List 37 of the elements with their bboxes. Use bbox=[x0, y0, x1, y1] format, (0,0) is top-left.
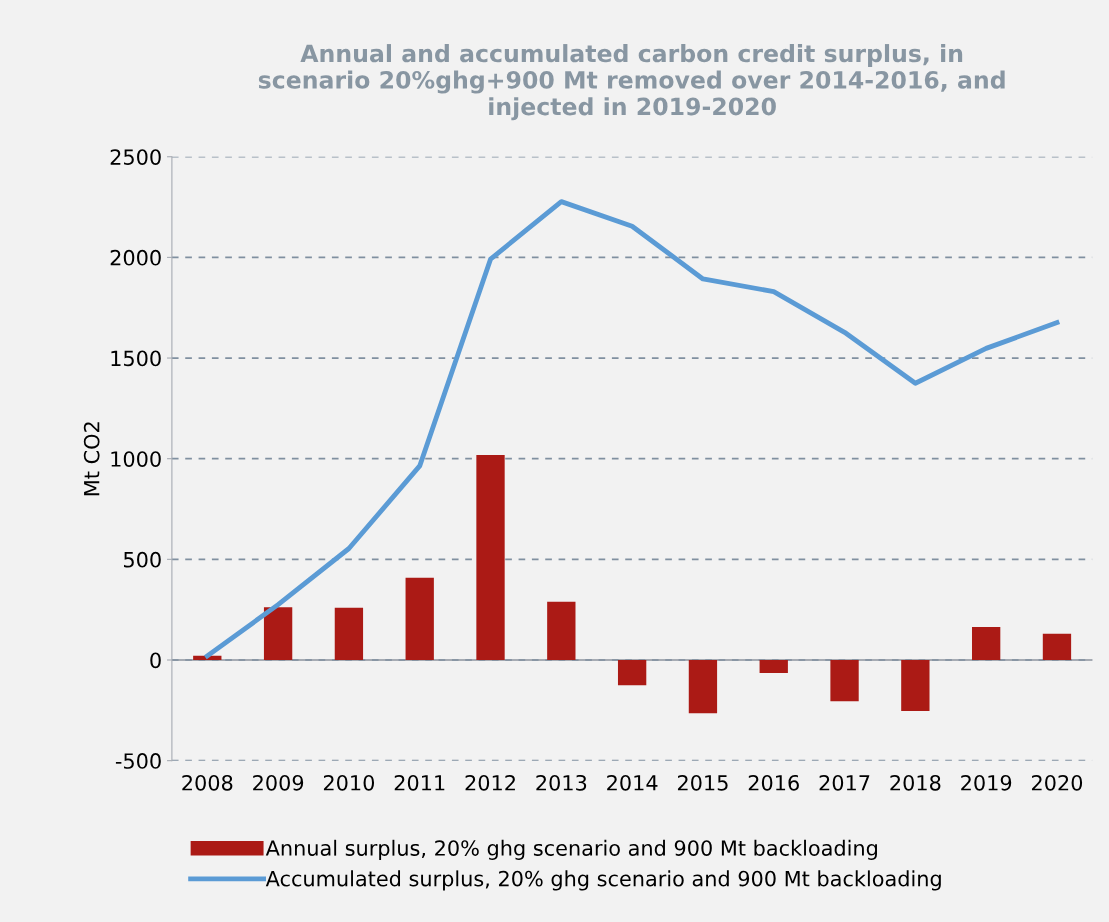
x-tick-label: 2016 bbox=[748, 774, 799, 791]
bar bbox=[263, 607, 293, 660]
bar bbox=[547, 601, 576, 660]
bar bbox=[972, 626, 1001, 660]
y-tick-label: 500 bbox=[124, 551, 161, 568]
x-tick-label: 2015 bbox=[677, 774, 728, 791]
chart-title: Annual and accumulated carbon credit surplus, in scenario 20%ghg+900 Mt removed over 2014-2016, and injected in 2019-2020 bbox=[258, 44, 1005, 121]
x-tick-label: 2010 bbox=[323, 774, 375, 791]
x-tick-label: 2011 bbox=[394, 774, 445, 791]
y-tick-label: 1500 bbox=[111, 350, 161, 367]
y-tick-label: 1000 bbox=[111, 451, 161, 467]
legend-label: Annual surplus, 20% ghg scenario and 900 Mt backloading bbox=[265, 839, 877, 860]
x-tick-label: 2008 bbox=[182, 774, 233, 791]
bar bbox=[334, 607, 364, 660]
bar bbox=[405, 577, 434, 660]
x-tick-label: 2017 bbox=[819, 774, 870, 791]
y-axis-title: Mt CO2 bbox=[83, 422, 100, 496]
x-tick-label: 2020 bbox=[1031, 774, 1083, 791]
bar bbox=[688, 660, 718, 714]
y-tick-label: 2500 bbox=[110, 149, 161, 165]
bar bbox=[901, 660, 930, 711]
bar bbox=[830, 660, 859, 702]
y-tick-label: 0 bbox=[150, 652, 161, 669]
y-tick-label: -500 bbox=[115, 753, 161, 769]
x-tick-label: 2019 bbox=[961, 774, 1012, 791]
bar bbox=[1042, 633, 1072, 660]
bar bbox=[617, 660, 647, 686]
y-tick-label: 2000 bbox=[110, 249, 161, 266]
bar bbox=[759, 660, 788, 674]
line-series bbox=[204, 199, 1060, 659]
legend-label: Accumulated surplus, 20% ghg scenario and 900 Mt backloading bbox=[265, 870, 941, 891]
x-tick-label: 2014 bbox=[607, 774, 658, 791]
x-tick-label: 2012 bbox=[465, 774, 515, 791]
x-tick-label: 2018 bbox=[890, 774, 941, 791]
x-tick-label: 2009 bbox=[253, 774, 304, 791]
bar bbox=[476, 455, 505, 660]
x-tick-label: 2013 bbox=[536, 774, 587, 791]
